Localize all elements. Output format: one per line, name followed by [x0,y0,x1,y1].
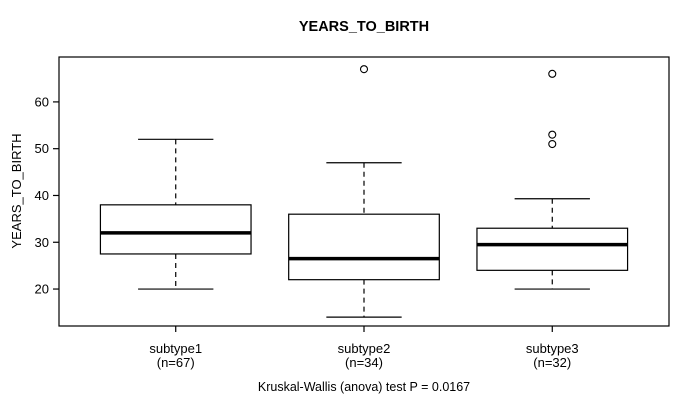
y-tick-label: 60 [35,94,49,109]
chart-title: YEARS_TO_BIRTH [299,19,429,35]
category-label-subtype1: subtype1 [149,341,202,356]
category-label-subtype3: subtype3 [526,341,579,356]
outlier-point-subtype3 [548,130,557,139]
y-axis-title: YEARS_TO_BIRTH [9,133,24,248]
y-tick-label: 40 [35,188,49,203]
iqr-box-subtype3 [476,227,629,271]
category-count-label-subtype3: (n=32) [533,355,571,370]
y-tick-label: 50 [35,141,49,156]
stat-test-caption: Kruskal-Wallis (anova) test P = 0.0167 [258,380,470,394]
outlier-point-subtype2 [359,65,369,74]
category-count-label-subtype1: (n=67) [157,355,195,370]
outlier-point-subtype3 [548,139,557,149]
category-label-subtype2: subtype2 [338,341,391,356]
category-count-label-subtype2: (n=34) [345,355,383,370]
iqr-box-subtype2 [288,213,440,281]
outlier-point-subtype3 [548,69,557,78]
y-tick-label: 30 [35,235,49,250]
plot-content: 20 30 40 50 60 subtype1(n=67) subtype2(n=34) su… [35,65,629,370]
iqr-box-subtype1 [99,204,252,255]
y-tick-label: 20 [35,282,49,297]
